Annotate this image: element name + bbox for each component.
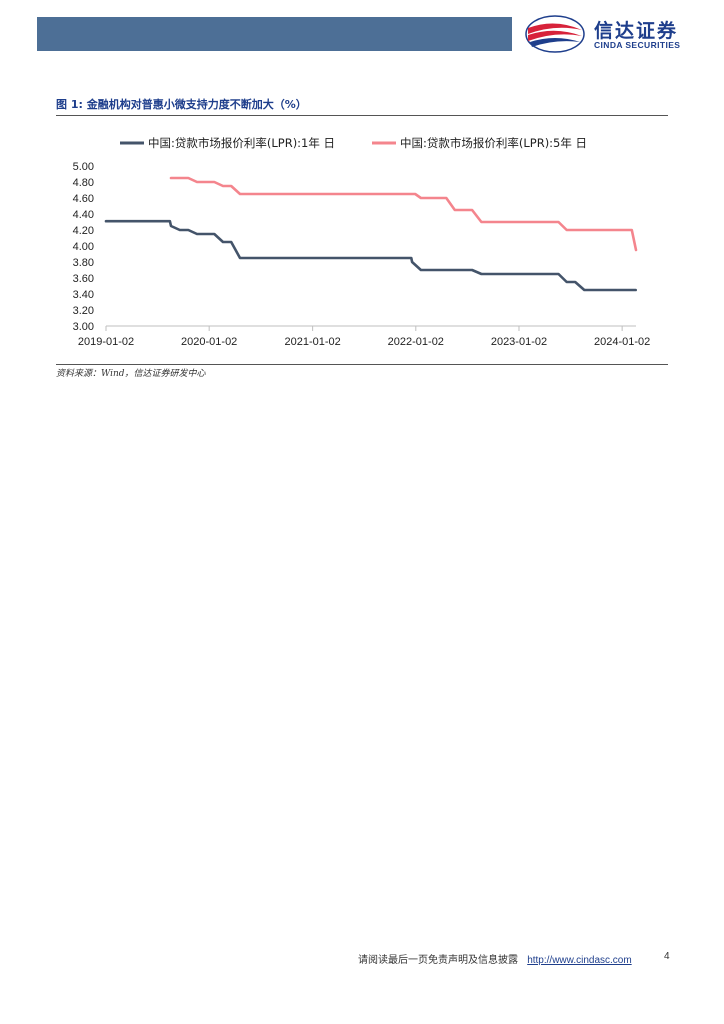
y-tick-label: 4.00 [73, 241, 94, 253]
logo-english-name: CINDA SECURITIES [594, 40, 681, 50]
x-tick-label: 2023-01-02 [491, 336, 547, 348]
chart-legend: 中国:贷款市场报价利率(LPR):1年 日 中国:贷款市场报价利率(LPR):5年… [120, 136, 587, 150]
y-tick-label: 3.80 [73, 257, 94, 269]
y-tick-label: 4.20 [73, 225, 94, 237]
series-layer [104, 176, 638, 292]
logo-chinese-name: 信达证券 [594, 20, 679, 42]
footer-disclaimer: 请阅读最后一页免责声明及信息披露 [358, 955, 518, 966]
brand-logo: 信达证券 CINDA SECURITIES [524, 14, 699, 54]
y-tick-label: 3.00 [73, 321, 94, 333]
series-line-lpr-5y [169, 176, 638, 252]
x-tick-label: 2024-01-02 [594, 336, 650, 348]
figure-top-rule [56, 115, 668, 116]
x-tick-label: 2020-01-02 [181, 336, 237, 348]
y-tick-label: 4.80 [73, 177, 94, 189]
x-tick-label: 2019-01-02 [78, 336, 134, 348]
x-tick-label: 2021-01-02 [284, 336, 340, 348]
cinda-logo-icon [525, 15, 585, 53]
y-tick-label: 4.40 [73, 209, 94, 221]
y-tick-label: 3.40 [73, 289, 94, 301]
header-bar [37, 17, 512, 51]
legend-label-5y: 中国:贷款市场报价利率(LPR):5年 日 [400, 136, 587, 150]
lpr-line-chart: 中国:贷款市场报价利率(LPR):1年 日 中国:贷款市场报价利率(LPR):5年… [73, 136, 651, 348]
footer-website-link[interactable]: http://www.cindasc.com [527, 955, 632, 966]
footer: 请阅读最后一页免责声明及信息披露 http://www.cindasc.com [358, 951, 632, 966]
x-tick-label: 2022-01-02 [388, 336, 444, 348]
y-axis: 3.00 3.20 3.40 3.60 3.80 4.00 4.20 4.40 4.60 4.80… [73, 161, 94, 333]
figure-source: 资料来源：Wind，信达证券研发中心 [56, 369, 206, 379]
figure-bottom-rule [56, 364, 668, 365]
y-tick-label: 3.20 [73, 305, 94, 317]
y-tick-label: 3.60 [73, 273, 94, 285]
series-line-lpr-1y [104, 219, 637, 292]
y-tick-label: 5.00 [73, 161, 94, 173]
legend-label-1y: 中国:贷款市场报价利率(LPR):1年 日 [148, 136, 335, 150]
x-axis: 2019-01-02 2020-01-02 2021-01-02 2022-01-02… [78, 325, 650, 348]
y-tick-label: 4.60 [73, 193, 94, 205]
figure-title: 图 1: 金融机构对普惠小微支持力度不断加大（%） [56, 98, 307, 111]
page-number: 4 [664, 951, 670, 962]
